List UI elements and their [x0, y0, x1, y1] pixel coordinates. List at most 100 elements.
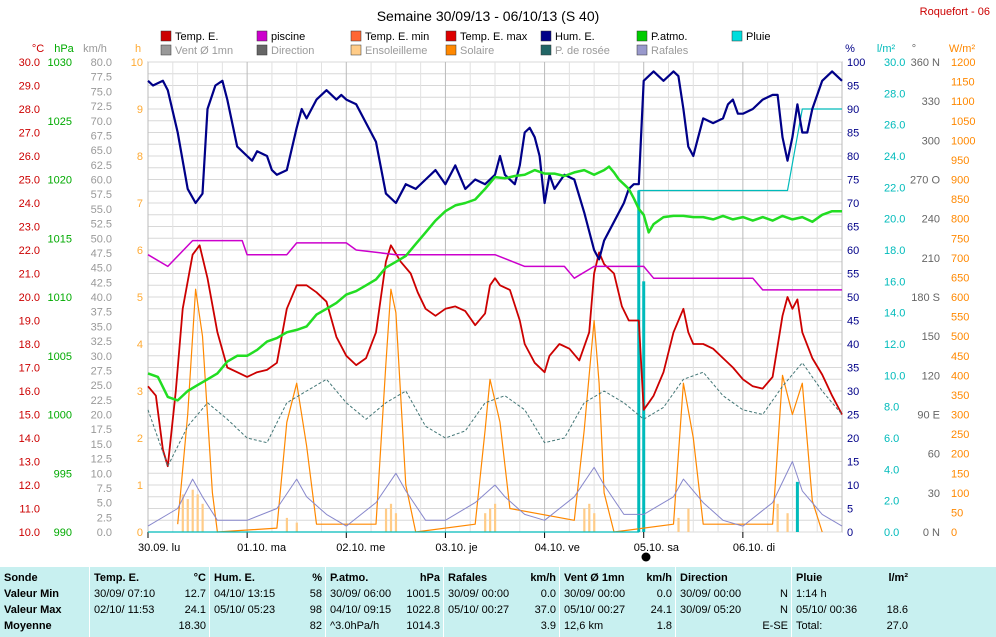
- solar-axis-tick: 600: [951, 292, 969, 304]
- rain-axis-tick: 14.0: [884, 308, 905, 320]
- sunshine-bar: [776, 503, 779, 532]
- row-label-max: Valeur Max: [4, 604, 62, 616]
- hum-axis-tick: 50: [847, 292, 859, 304]
- wind-axis-tick: 10.0: [91, 468, 112, 480]
- rain-axis-tick: 6.0: [884, 433, 899, 445]
- legend-label: Temp. E. min: [365, 31, 429, 43]
- solar-axis-tick: 200: [951, 449, 969, 461]
- hum-axis-tick: 0: [847, 527, 853, 539]
- summary-row: 05/10/ 00:27 37.0: [444, 602, 560, 618]
- rain-axis-tick: 22.0: [884, 182, 905, 194]
- wind-axis-tick: 32.5: [91, 336, 112, 348]
- legend-label: Hum. E.: [555, 31, 595, 43]
- legend-swatch: [256, 30, 268, 42]
- summary-row: 30/09/ 06:00 1001.5: [326, 586, 444, 602]
- summary-row: 30/09/ 00:00 N: [676, 586, 792, 602]
- series-pressure_line: [147, 165, 842, 402]
- legend-swatch: [350, 44, 362, 56]
- rain-axis-tick: 28.0: [884, 88, 905, 100]
- summary-unit: %: [312, 572, 322, 584]
- wind-axis-tick: 80.0: [91, 57, 112, 69]
- summary-row: 04/10/ 09:15 1022.8: [326, 602, 444, 618]
- summary-value: 0.0: [540, 588, 556, 600]
- summary-date: Total:: [796, 620, 823, 632]
- summary-date: 30/09/ 00:00: [448, 588, 510, 600]
- summary-col-temp: Temp. E. °C 30/09/ 07:10 12.7 02/10/ 11:53 24…: [90, 567, 210, 637]
- temp-axis-tick: 29.0: [19, 81, 40, 93]
- summary-row: 02/10/ 11:53 24.1: [90, 602, 210, 618]
- wind-axis-tick: 37.5: [91, 307, 112, 319]
- summary-separator: [559, 567, 560, 637]
- temp-axis-tick: 18.0: [19, 339, 40, 351]
- dir-axis-tick: 360 N: [911, 57, 940, 69]
- wind-axis-tick: 20.0: [91, 410, 112, 422]
- wind-axis-tick: 77.5: [91, 72, 112, 84]
- legend-swatch: [256, 44, 268, 56]
- solar-axis-tick: 100: [951, 488, 969, 500]
- summary-date: 04/10/ 13:15: [214, 588, 276, 600]
- summary-header: P.atmo.: [330, 572, 369, 584]
- summary-header: Rafales: [448, 572, 488, 584]
- summary-row: 05/10/ 05:23 98: [210, 602, 326, 618]
- sunshine-bar: [484, 513, 487, 532]
- sun-axis-tick: 2: [137, 433, 143, 445]
- solar-axis-tick: 500: [951, 331, 969, 343]
- summary-row: P.atmo. hPa: [326, 570, 444, 586]
- summary-row: 1:14 h: [792, 586, 912, 602]
- legend-label: Rafales: [651, 45, 689, 57]
- summary-unit: km/h: [646, 572, 672, 584]
- wind-axis-tick: 55.0: [91, 204, 112, 216]
- press-axis-tick: 995: [54, 468, 72, 480]
- temp-axis-tick: 24.0: [19, 198, 40, 210]
- rain-axis-tick: 24.0: [884, 151, 905, 163]
- sunshine-bar: [677, 517, 680, 532]
- summary-unit: l/m²: [888, 572, 908, 584]
- sunshine-bar: [494, 503, 497, 532]
- wind-axis-tick: 27.5: [91, 365, 112, 377]
- sunshine-bar: [593, 513, 596, 532]
- temp-axis-tick: 22.0: [19, 245, 40, 257]
- hum-axis-tick: 40: [847, 339, 859, 351]
- solar-axis-tick: 1200: [951, 57, 975, 69]
- temp-axis-tick: 12.0: [19, 480, 40, 492]
- temp-axis-tick: 30.0: [19, 57, 40, 69]
- summary-date: 30/09/ 00:00: [564, 588, 626, 600]
- summary-row: Rafales km/h: [444, 570, 560, 586]
- summary-value: 3.9: [540, 620, 556, 632]
- summary-date: 05/10/ 00:27: [448, 604, 510, 616]
- wind-axis-tick: 57.5: [91, 189, 112, 201]
- summary-separator: [675, 567, 676, 637]
- temp-axis-tick: 16.0: [19, 386, 40, 398]
- summary-row: 04/10/ 13:15 58: [210, 586, 326, 602]
- solar-axis-tick: 800: [951, 214, 969, 226]
- dir-axis-tick: 30: [928, 488, 940, 500]
- summary-unit: hPa: [419, 572, 440, 584]
- solar-axis-tick: 1050: [951, 116, 975, 128]
- summary-separator: [791, 567, 792, 637]
- wind-axis-tick: 5.0: [97, 498, 112, 510]
- rain-axis-tick: 2.0: [884, 496, 899, 508]
- hum-axis-tick: 15: [847, 457, 859, 469]
- rain-bar: [795, 481, 799, 532]
- summary-unit: km/h: [530, 572, 556, 584]
- summary-date: 12,6 km: [564, 620, 604, 632]
- wind-axis-tick: 17.5: [91, 424, 112, 436]
- hum-axis-tick: 55: [847, 269, 859, 281]
- legend-swatch: [160, 44, 172, 56]
- sun-axis-tick: 5: [137, 292, 143, 304]
- sun-axis-tick: 4: [137, 339, 143, 351]
- sunshine-bar: [181, 494, 184, 532]
- summary-row: 82: [210, 618, 326, 634]
- temp-axis-tick: 21.0: [19, 269, 40, 281]
- rain-axis-tick: 26.0: [884, 120, 905, 132]
- hum-axis-tick: 85: [847, 128, 859, 140]
- summary-col-rain: Pluie l/m² 1:14 h 05/10/ 00:36 18.6 Total: 27.…: [792, 567, 912, 637]
- hum-axis-tick: 90: [847, 104, 859, 116]
- dir-axis-tick: 210: [922, 253, 940, 265]
- summary-row: ^3.0hPa/h 1014.3: [326, 618, 444, 634]
- sunshine-bar: [588, 503, 591, 532]
- summary-value: 98: [309, 604, 322, 616]
- hum-unit: %: [845, 43, 855, 55]
- legend-label: P.atmo.: [651, 31, 688, 43]
- temp-axis-tick: 17.0: [19, 363, 40, 375]
